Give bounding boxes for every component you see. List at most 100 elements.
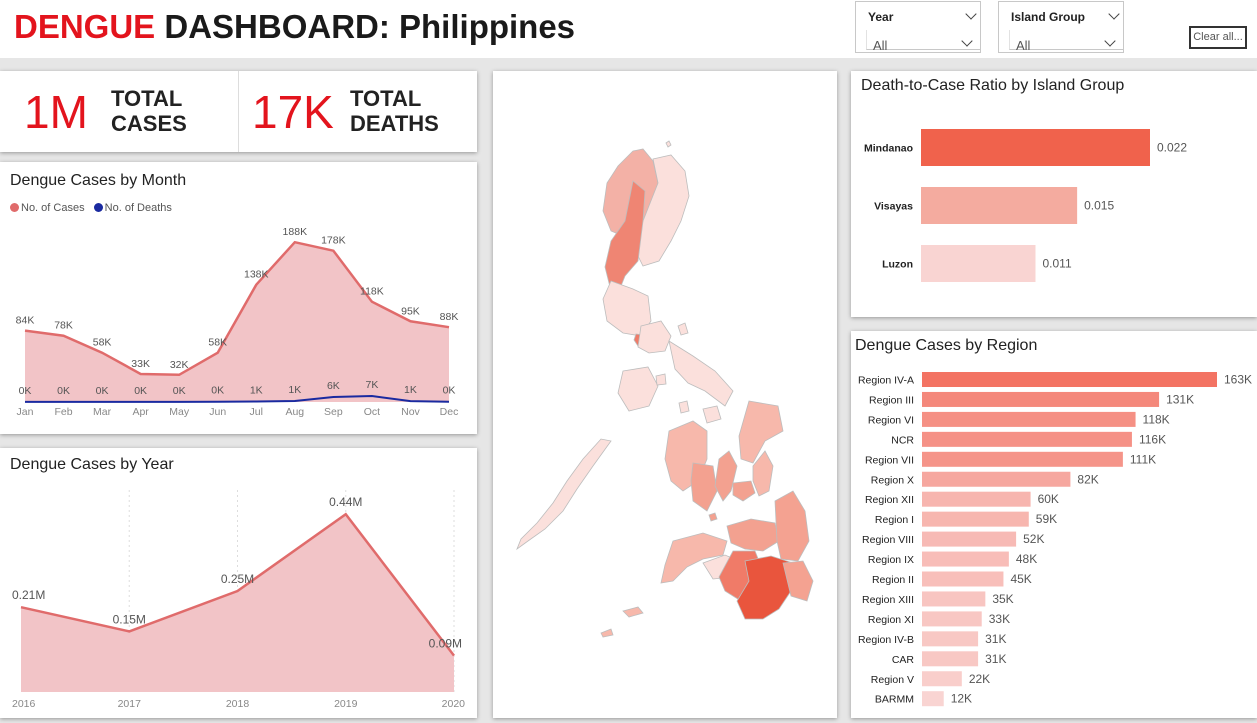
island-group-slicer[interactable]: Island Group All (998, 1, 1124, 53)
cases-data-label: 33K (131, 358, 150, 370)
island-group-dropdown[interactable]: All (1009, 30, 1123, 53)
cases-data-label: 88K (440, 311, 459, 323)
region-data-label: 33K (989, 612, 1010, 626)
region-bar (922, 671, 962, 687)
region-category-label: Region X (871, 474, 914, 486)
cases-by-month-panel[interactable]: Dengue Cases by Month No. of Cases No. o… (0, 162, 477, 434)
map-region-palawan (516, 438, 612, 551)
year-slicer-label: Year (868, 10, 894, 24)
region-data-label: 59K (1036, 512, 1057, 526)
cases-data-label: 95K (401, 305, 420, 317)
region-data-label: 31K (985, 632, 1006, 646)
cases-by-month-title: Dengue Cases by Month (10, 172, 187, 189)
region-bar (922, 451, 1123, 467)
region-category-label: Region XII (865, 494, 914, 506)
cases-line (24, 240, 450, 377)
cases-data-label: 32K (170, 359, 189, 371)
x-tick-label: Feb (54, 406, 72, 418)
cases-by-region-panel[interactable]: Dengue Cases by Region Region IV-A 163K Re… (851, 331, 1257, 718)
ratio-bar (921, 187, 1078, 224)
cases-data-label: 78K (54, 320, 73, 332)
month-legend: No. of Cases No. of Deaths (10, 202, 178, 214)
kpi-divider (238, 71, 239, 152)
year-chart-svg: 0.21M 0.15M 0.25M 0.44M 0.09M 2016 2017 2018 201… (12, 490, 466, 710)
x-tick-label: Nov (401, 406, 420, 418)
philippines-map[interactable] (493, 71, 837, 718)
map-island-romblon (678, 400, 690, 414)
total-deaths-label-line1: TOTAL (350, 86, 422, 111)
legend-deaths[interactable]: No. of Deaths (93, 202, 172, 214)
chevron-down-icon[interactable] (1108, 8, 1120, 20)
total-cases-label-line2: CASES (111, 111, 187, 136)
region-bar (922, 631, 979, 647)
map-region-bicol (668, 340, 734, 407)
region-category-label: Region XI (868, 614, 914, 626)
region-bar (922, 611, 982, 627)
title-country: : Philippines (378, 8, 576, 45)
ratio-category-label: Visayas (874, 201, 913, 213)
map-island-batanes (665, 140, 672, 148)
region-bar (922, 491, 1031, 507)
region-bar (922, 691, 944, 707)
year-tick-label: 2020 (442, 698, 466, 710)
cases-data-label: 58K (93, 337, 112, 349)
region-category-label: Region VIII (862, 534, 914, 546)
region-bar (922, 591, 986, 607)
year-data-label: 0.25M (221, 572, 254, 586)
deaths-line (25, 395, 450, 403)
region-chart-svg: Region IV-A 163K Region III 131K Region VI 11… (858, 372, 1252, 707)
map-region-davao-east (782, 560, 814, 602)
region-category-label: Region XIII (862, 594, 914, 606)
cases-data-label: 188K (283, 226, 308, 238)
chevron-down-icon[interactable] (965, 8, 977, 20)
ratio-data-label: 0.022 (1157, 141, 1187, 155)
deaths-data-label: 0K (19, 385, 32, 397)
title-dashboard: DASHBOARD (155, 8, 379, 45)
region-data-label: 12K (951, 692, 972, 706)
year-tick-label: 2018 (226, 698, 250, 710)
deaths-data-label: 0K (173, 385, 186, 397)
map-region-eastern-visayas (738, 400, 784, 464)
region-category-label: Region IV-B (858, 634, 914, 646)
x-tick-label: May (169, 406, 190, 418)
ratio-by-island-panel[interactable]: Death-to-Case Ratio by Island Group Mind… (851, 71, 1257, 317)
year-line (20, 512, 455, 657)
map-island-sulu (622, 606, 644, 618)
region-data-label: 48K (1016, 552, 1037, 566)
region-data-label: 31K (985, 652, 1006, 666)
x-tick-label: Aug (285, 406, 304, 418)
region-data-label: 60K (1038, 492, 1059, 506)
legend-deaths-dot (93, 203, 103, 212)
region-data-label: 131K (1166, 392, 1194, 406)
deaths-data-label: 0K (57, 385, 70, 397)
region-data-label: 116K (1139, 432, 1166, 446)
ratio-category-label: Luzon (882, 259, 913, 271)
x-tick-label: Oct (364, 406, 380, 418)
map-region-northern-mindanao (726, 518, 780, 552)
region-category-label: BARMM (875, 694, 914, 706)
region-category-label: Region III (869, 394, 914, 406)
cases-by-year-panel[interactable]: Dengue Cases by Year 0.21M 0.15M 0.25M 0.44… (0, 448, 477, 718)
region-category-label: Region V (871, 674, 914, 686)
legend-cases[interactable]: No. of Cases (10, 202, 85, 214)
map-region-cebu (714, 450, 738, 502)
region-data-label: 45K (1010, 572, 1031, 586)
map-region-davao (736, 555, 794, 620)
region-data-label: 22K (969, 672, 990, 686)
year-dropdown[interactable]: All (866, 30, 980, 53)
map-region-zamboanga (660, 532, 728, 584)
clear-all-button[interactable]: Clear all... (1189, 26, 1247, 49)
year-area (21, 514, 454, 692)
deaths-data-label: 6K (327, 380, 340, 392)
x-tick-label: Jul (250, 406, 263, 418)
year-slicer[interactable]: Year All (855, 1, 981, 53)
year-tick-label: 2019 (334, 698, 358, 710)
year-data-label: 0.15M (113, 612, 146, 626)
region-category-label: Region IV-A (858, 375, 914, 387)
cases-by-year-title: Dengue Cases by Year (10, 456, 174, 473)
deaths-data-label: 0K (134, 385, 147, 397)
region-data-label: 52K (1023, 532, 1044, 546)
philippines-map-panel[interactable] (493, 71, 837, 718)
year-tick-label: 2016 (12, 698, 36, 710)
map-region-calabarzon (637, 320, 672, 354)
